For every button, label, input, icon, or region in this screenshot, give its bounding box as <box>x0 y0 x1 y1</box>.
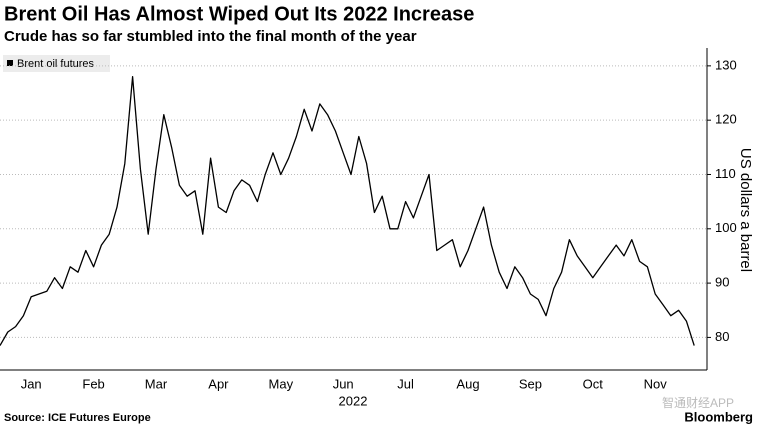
legend-label: Brent oil futures <box>17 58 95 70</box>
x-tick-label: Jan <box>21 376 42 391</box>
y-tick-label: 120 <box>715 112 737 127</box>
x-tick-label: Mar <box>145 376 168 391</box>
x-tick-label: Jun <box>333 376 354 391</box>
data-line <box>0 76 695 346</box>
legend-swatch <box>7 60 13 66</box>
y-axis-label: US dollars a barrel <box>737 148 754 272</box>
legend-box <box>3 55 110 72</box>
x-axis-label: 2022 <box>339 393 368 408</box>
source: Source: ICE Futures Europe <box>4 412 151 424</box>
x-tick-label: Oct <box>583 376 604 391</box>
chart-subtitle: Crude has so far stumbled into the final… <box>4 28 417 45</box>
y-tick-label: 100 <box>715 220 737 235</box>
watermark: 智通财经APP <box>662 395 734 410</box>
y-tick-label: 110 <box>715 166 736 181</box>
x-tick-label: Apr <box>208 376 229 391</box>
x-tick-label: Jul <box>397 376 414 391</box>
y-tick-label: 80 <box>715 329 729 344</box>
x-tick-label: Aug <box>456 376 479 391</box>
brand: Bloomberg <box>684 409 753 424</box>
x-tick-label: Feb <box>82 376 104 391</box>
x-tick-label: May <box>269 376 294 391</box>
y-tick-label: 130 <box>715 57 737 72</box>
chart-title: Brent Oil Has Almost Wiped Out Its 2022 … <box>4 3 474 25</box>
x-tick-label: Nov <box>644 376 668 391</box>
x-tick-label: Sep <box>519 376 542 391</box>
y-tick-label: 90 <box>715 275 729 290</box>
